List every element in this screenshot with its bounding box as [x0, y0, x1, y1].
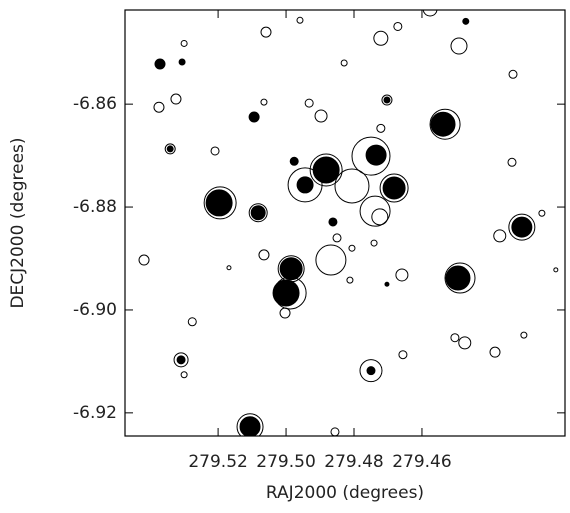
- open-source: [395, 268, 409, 282]
- open-source: [371, 208, 389, 226]
- filled-source: [296, 176, 314, 194]
- open-source: [315, 244, 347, 276]
- open-source: [304, 98, 314, 108]
- y-tick-label: -6.90: [73, 300, 117, 320]
- open-source: [138, 254, 150, 266]
- open-source: [422, 10, 438, 17]
- open-source: [359, 359, 383, 383]
- filled-source: [384, 281, 390, 287]
- filled-source: [383, 96, 391, 104]
- plot-frame: [124, 9, 566, 437]
- open-source: [370, 239, 378, 247]
- filled-source: [430, 111, 456, 137]
- x-axis-label: RAJ2000 (degrees): [266, 483, 424, 503]
- open-source: [429, 108, 461, 140]
- open-source: [538, 209, 546, 217]
- open-source: [379, 173, 409, 203]
- open-source: [260, 98, 268, 106]
- filled-source: [511, 216, 533, 238]
- open-source: [444, 262, 476, 294]
- open-source: [450, 37, 468, 55]
- filled-source: [279, 257, 303, 281]
- open-source: [187, 317, 197, 327]
- open-source: [314, 109, 328, 123]
- y-tick-label: -6.88: [73, 197, 117, 217]
- open-source: [258, 249, 270, 261]
- filled-source: [272, 279, 300, 307]
- filled-source: [176, 355, 186, 365]
- filled-source: [445, 265, 471, 291]
- filled-source: [462, 17, 470, 25]
- open-source: [458, 336, 472, 350]
- open-source: [164, 143, 176, 155]
- open-source: [332, 233, 342, 243]
- open-source: [260, 26, 272, 38]
- filled-source: [382, 176, 406, 200]
- open-source: [203, 186, 237, 220]
- open-source: [351, 136, 391, 176]
- open-source: [393, 21, 403, 31]
- filled-source: [239, 416, 261, 436]
- open-source: [180, 371, 188, 379]
- filled-source: [328, 217, 338, 227]
- open-source: [507, 157, 517, 167]
- x-tick-label: 279.46: [392, 452, 451, 472]
- open-source: [346, 276, 354, 284]
- open-source: [489, 346, 501, 358]
- open-source: [334, 168, 370, 204]
- y-axis-label: DECJ2000 (degrees): [8, 137, 28, 308]
- filled-source: [366, 366, 376, 376]
- open-source: [170, 93, 182, 105]
- open-source: [226, 265, 232, 271]
- filled-source: [154, 58, 166, 70]
- open-source: [398, 350, 408, 360]
- plot-area: [138, 10, 559, 436]
- open-source: [330, 427, 340, 436]
- x-tick-label: 279.48: [324, 452, 383, 472]
- y-tick-label: -6.86: [73, 94, 117, 114]
- filled-source: [312, 156, 340, 184]
- open-source: [348, 244, 356, 252]
- open-source: [508, 69, 518, 79]
- open-source: [359, 195, 391, 227]
- filled-source: [365, 144, 387, 166]
- y-tick-label: -6.92: [73, 403, 117, 423]
- open-source: [180, 39, 188, 47]
- filled-source: [250, 205, 266, 221]
- open-source: [296, 16, 304, 24]
- open-source: [210, 146, 220, 156]
- filled-source: [166, 145, 174, 153]
- open-source: [248, 203, 268, 223]
- open-source: [493, 229, 507, 243]
- filled-source: [289, 156, 299, 166]
- filled-source: [178, 58, 186, 66]
- open-source: [508, 213, 536, 241]
- open-source: [340, 59, 348, 67]
- open-source: [173, 352, 189, 368]
- open-source: [553, 267, 559, 273]
- open-source: [373, 30, 389, 46]
- open-source: [153, 101, 165, 113]
- open-source: [287, 167, 323, 203]
- open-source: [279, 307, 291, 319]
- open-source: [236, 413, 264, 436]
- open-source: [309, 153, 343, 187]
- x-tick-label: 279.50: [256, 452, 315, 472]
- filled-source: [205, 189, 233, 217]
- open-source: [520, 331, 528, 339]
- open-source: [376, 123, 386, 133]
- x-tick-label: 279.52: [188, 452, 247, 472]
- filled-source: [248, 111, 260, 123]
- open-source: [381, 94, 393, 106]
- open-source: [450, 333, 460, 343]
